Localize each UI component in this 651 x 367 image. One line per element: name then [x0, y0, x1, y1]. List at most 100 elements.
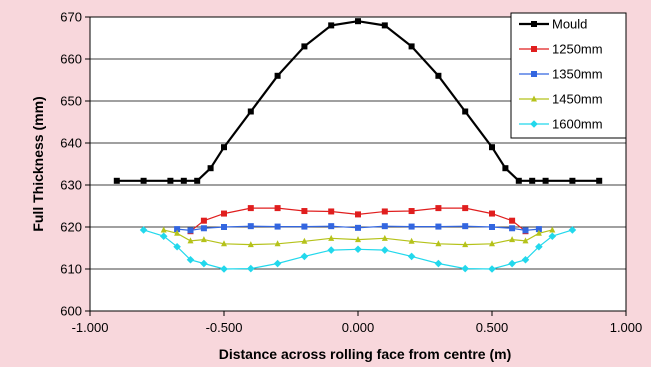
data-point-2 [535, 226, 542, 233]
data-point-0 [355, 18, 361, 25]
data-point-0 [221, 144, 227, 151]
y-tick-label: 640 [60, 136, 82, 151]
data-point-1 [381, 208, 388, 215]
y-tick-label: 660 [60, 52, 82, 67]
data-point-4 [139, 226, 148, 234]
data-point-2 [435, 223, 442, 230]
data-point-3 [274, 240, 281, 247]
y-axis-title: Full Thickness (mm) [30, 96, 46, 231]
data-point-3 [489, 240, 495, 247]
data-point-1 [489, 210, 495, 217]
data-point-4 [273, 259, 282, 268]
data-point-3 [408, 237, 415, 244]
legend-label-0: Mould [552, 17, 587, 32]
data-point-3 [301, 237, 308, 244]
data-point-2 [522, 227, 529, 234]
data-point-1 [247, 205, 254, 212]
data-point-0 [301, 43, 308, 50]
x-tick-label: 0.500 [476, 320, 509, 335]
legend-box [510, 12, 627, 139]
data-point-3 [247, 241, 254, 248]
series-group [113, 18, 603, 273]
data-point-4 [434, 259, 443, 268]
data-point-0 [167, 177, 174, 184]
data-point-4 [488, 265, 496, 273]
data-point-4 [381, 246, 389, 254]
legend-marker-0 [531, 21, 537, 27]
data-point-0 [435, 72, 442, 79]
data-point-0 [140, 177, 147, 184]
data-point-1 [408, 208, 415, 215]
data-point-2 [174, 226, 181, 233]
data-point-0 [542, 177, 549, 184]
data-point-2 [328, 223, 335, 230]
x-tick-label: 0.000 [342, 320, 375, 335]
data-point-0 [489, 144, 495, 151]
data-point-3 [435, 240, 442, 247]
data-point-0 [529, 177, 536, 184]
data-point-2 [355, 224, 361, 231]
legend: Mould 1250mm 1350mm 1450mm 1600mm [510, 12, 627, 139]
data-point-3 [200, 236, 207, 243]
data-point-1 [328, 208, 335, 215]
data-point-0 [247, 108, 254, 115]
data-point-3 [221, 240, 227, 247]
data-point-4 [461, 264, 469, 273]
data-point-0 [502, 165, 509, 172]
legend-marker-3 [531, 95, 537, 102]
series-0 [113, 18, 603, 184]
data-point-4 [186, 255, 195, 264]
data-point-1 [301, 208, 308, 215]
series-2 [174, 223, 542, 234]
legend-label-3: 1450mm [552, 92, 603, 107]
legend-marker-1 [531, 46, 537, 52]
x-axis-title: Distance across rolling face from centre… [219, 346, 512, 362]
data-point-1 [200, 217, 207, 224]
y-tick-label: 670 [60, 10, 82, 25]
data-point-1 [274, 205, 281, 212]
series-3 [160, 226, 556, 248]
data-point-2 [381, 223, 388, 230]
x-tick-label: -1.000 [72, 320, 109, 335]
data-point-0 [569, 177, 576, 184]
legend-label-2: 1350mm [552, 67, 603, 82]
data-point-0 [462, 108, 469, 115]
data-point-3 [535, 229, 542, 236]
data-point-0 [596, 177, 603, 184]
x-tick-label: 1.000 [610, 320, 643, 335]
data-point-3 [355, 236, 361, 243]
data-point-4 [247, 264, 255, 273]
legend-marker-2 [531, 71, 537, 77]
data-point-2 [301, 223, 308, 230]
data-point-0 [113, 177, 120, 184]
data-point-3 [174, 229, 181, 236]
data-point-4 [159, 232, 168, 241]
data-point-2 [462, 223, 469, 230]
data-point-3 [462, 241, 469, 248]
series-4 [139, 226, 577, 273]
data-point-4 [548, 232, 557, 241]
data-point-1 [462, 205, 469, 212]
y-tick-label: 600 [60, 304, 82, 319]
data-point-2 [247, 223, 254, 230]
data-point-1 [435, 205, 442, 212]
data-point-0 [515, 177, 522, 184]
data-point-3 [187, 237, 194, 244]
data-point-1 [355, 211, 361, 218]
data-point-0 [207, 165, 214, 172]
data-point-4 [220, 265, 228, 273]
data-point-0 [408, 43, 415, 50]
data-point-3 [328, 234, 335, 241]
data-point-1 [509, 217, 516, 224]
data-point-3 [509, 236, 516, 243]
data-point-4 [407, 252, 416, 261]
data-point-2 [509, 225, 516, 232]
y-tick-label: 620 [60, 220, 82, 235]
x-tick-label: -0.500 [206, 320, 243, 335]
data-point-3 [381, 234, 388, 241]
data-point-4 [327, 246, 335, 254]
legend-marker-4 [530, 120, 538, 128]
legend-label-1: 1250mm [552, 42, 603, 57]
